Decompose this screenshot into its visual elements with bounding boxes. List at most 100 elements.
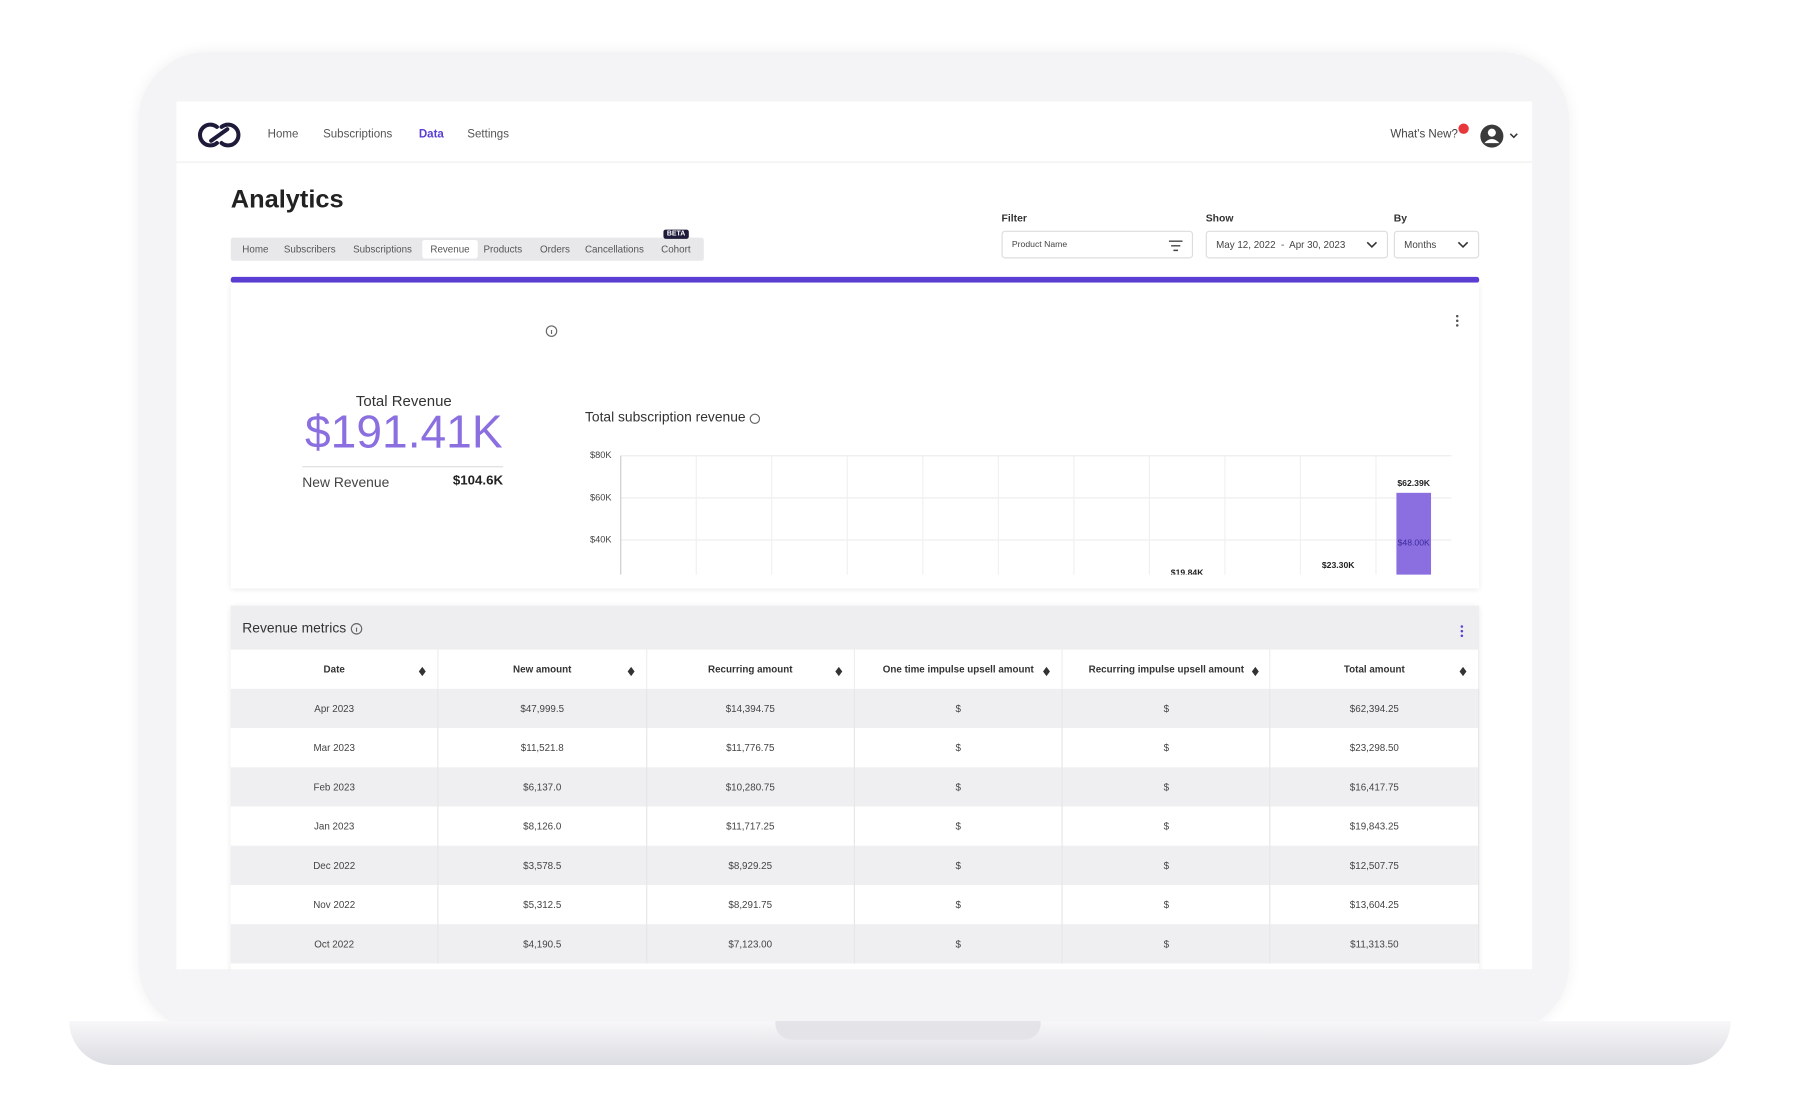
table-cell: $	[1063, 728, 1271, 768]
table-menu[interactable]	[1458, 623, 1465, 639]
table-cell: $14,394.75	[647, 688, 855, 729]
table-cell: $	[1063, 767, 1271, 807]
table-cell: $	[855, 884, 1063, 925]
tab[interactable]: Revenue	[422, 239, 478, 259]
date-range-value: May 12, 2022 - Apr 30, 2023	[1216, 238, 1346, 251]
column-header[interactable]: Recurring impulse upsell amount	[1063, 649, 1271, 689]
table-cell: $3,578.5	[439, 845, 647, 885]
revenue-card: Total Revenue $191.41K New Revenue $104.…	[230, 282, 1480, 589]
table-row	[230, 884, 1480, 925]
accent-bar	[230, 276, 1480, 283]
table-cell: $16,417.75	[1271, 767, 1479, 807]
column-header[interactable]: New amount	[439, 649, 647, 689]
table-cell: $11,717.25	[647, 806, 855, 846]
sort-icon	[1251, 663, 1259, 672]
table-title: Revenue metrics	[242, 619, 347, 636]
filter-icon	[1168, 240, 1183, 252]
table-row	[230, 845, 1480, 885]
tab[interactable]: Cancellations	[584, 243, 644, 255]
info-icon[interactable]	[350, 622, 364, 636]
table-cell: Feb 2023	[231, 767, 439, 807]
table-row	[230, 924, 1480, 964]
table-row	[230, 728, 1480, 768]
info-icon	[749, 413, 761, 425]
table-cell: $	[855, 806, 1063, 846]
chevron	[1457, 241, 1469, 249]
table-cell: $	[1063, 884, 1271, 925]
table-cell: $8,291.75	[647, 884, 855, 925]
table-cell: $4,190.5	[439, 924, 647, 964]
table-cell: $10,280.75	[647, 767, 855, 807]
filter-label: Filter	[1001, 212, 1027, 224]
logo	[197, 122, 241, 148]
table-cell: $5,312.5	[439, 884, 647, 925]
table-cell: $8,929.25	[647, 845, 855, 885]
laptop-notch	[775, 1021, 1041, 1040]
notification-badge	[1458, 123, 1469, 134]
info-icon[interactable]	[545, 324, 559, 338]
tab[interactable]: Orders	[539, 243, 570, 255]
table-cell: $47,999.5	[439, 688, 647, 729]
table-cell: $11,776.75	[647, 728, 855, 768]
table-cell: $7,123.00	[647, 924, 855, 964]
sort-icon	[419, 671, 427, 680]
filter-placeholder: Product Name	[1011, 238, 1068, 250]
nav-link[interactable]: Data	[418, 128, 444, 141]
sort-icon	[627, 663, 635, 672]
chart: Total subscription revenue$0$20K$40K$60K…	[585, 408, 1452, 575]
total-label: $19.84K	[1171, 567, 1204, 574]
table-cell: $	[855, 924, 1063, 964]
y-tick-label: $60K	[590, 492, 612, 502]
column-header[interactable]: Date	[231, 649, 439, 689]
column-header[interactable]: One time impulse upsell amount	[855, 649, 1063, 689]
table-row	[230, 767, 1480, 807]
nav-link[interactable]: Settings	[467, 128, 509, 141]
show-label: Show	[1205, 212, 1234, 224]
sort-icon	[835, 671, 843, 680]
table-cell: $	[1063, 806, 1271, 846]
table-header-bar	[230, 605, 1480, 650]
table-row	[230, 688, 1480, 729]
by-select[interactable]: Months	[1393, 230, 1480, 259]
sort-icon	[627, 671, 635, 680]
table-row	[230, 806, 1480, 846]
kpi-value: $191.41K	[305, 407, 503, 459]
table-cell: $13,604.25	[1271, 884, 1479, 925]
table-cell: $11,313.50	[1271, 924, 1479, 964]
segment-label: $48.00K	[1398, 538, 1430, 548]
table-cell: Jan 2023	[231, 806, 439, 846]
avatar-menu[interactable]	[1479, 123, 1518, 148]
beta-badge: BETA	[663, 229, 689, 239]
column-header[interactable]: Recurring amount	[647, 649, 855, 689]
tab[interactable]: Subscribers	[283, 243, 336, 255]
column-header[interactable]: Total amount	[1271, 649, 1479, 689]
table-cell: Oct 2022	[231, 924, 439, 964]
kpi-divider	[302, 466, 504, 468]
tab[interactable]: Products	[483, 243, 523, 255]
card-menu[interactable]	[1454, 313, 1461, 329]
table-cell: $62,394.25	[1271, 688, 1479, 729]
by-value: Months	[1404, 238, 1437, 251]
table-cell: Nov 2022	[231, 884, 439, 925]
by-label: By	[1393, 212, 1408, 224]
chevron	[1366, 241, 1378, 249]
total-label: $23.30K	[1322, 560, 1355, 570]
sort-icon	[1459, 663, 1467, 672]
tab[interactable]: Cohort	[661, 243, 691, 255]
date-range[interactable]: May 12, 2022 - Apr 30, 2023	[1205, 230, 1389, 259]
tab[interactable]: Subscriptions	[353, 243, 412, 255]
tab[interactable]: Home	[242, 243, 269, 255]
whats-new[interactable]: What's New?	[1390, 128, 1458, 141]
chart-title: Total subscription revenue	[585, 408, 746, 424]
sort-icon	[419, 663, 427, 672]
table-cell: $	[1063, 924, 1271, 964]
table-cell: $	[855, 688, 1063, 729]
table-cell: $	[1063, 688, 1271, 729]
filter-input[interactable]: Product Name	[1001, 230, 1194, 259]
nav-link[interactable]: Home	[267, 128, 299, 141]
sort-icon	[1251, 671, 1259, 680]
sort-icon	[835, 663, 843, 672]
nav-link[interactable]: Subscriptions	[323, 128, 393, 141]
